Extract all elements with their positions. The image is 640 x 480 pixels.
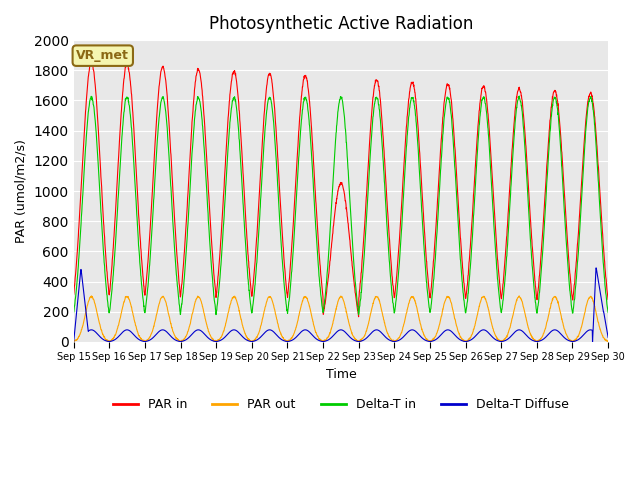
Delta-T Diffuse bbox=[70, 339, 77, 345]
PAR out bbox=[70, 338, 77, 344]
Delta-T Diffuse bbox=[572, 338, 580, 344]
PAR out bbox=[557, 313, 565, 319]
PAR in bbox=[604, 297, 612, 302]
Delta-T in bbox=[219, 231, 227, 237]
PAR out bbox=[177, 339, 184, 345]
PAR in bbox=[88, 59, 95, 64]
Delta-T Diffuse bbox=[604, 335, 612, 340]
PAR out bbox=[219, 330, 227, 336]
PAR in bbox=[356, 277, 364, 283]
Delta-T in bbox=[497, 302, 504, 308]
Delta-T in bbox=[604, 310, 612, 315]
Delta-T in bbox=[557, 156, 565, 162]
Title: Photosynthetic Active Radiation: Photosynthetic Active Radiation bbox=[209, 15, 473, 33]
PAR in bbox=[219, 202, 227, 208]
Delta-T Diffuse bbox=[368, 330, 376, 336]
PAR in bbox=[70, 291, 77, 297]
Y-axis label: PAR (umol/m2/s): PAR (umol/m2/s) bbox=[15, 139, 28, 243]
Legend: PAR in, PAR out, Delta-T in, Delta-T Diffuse: PAR in, PAR out, Delta-T in, Delta-T Dif… bbox=[108, 394, 573, 417]
PAR out bbox=[604, 338, 612, 344]
Line: PAR out: PAR out bbox=[74, 296, 608, 342]
PAR out bbox=[368, 305, 376, 311]
Delta-T in bbox=[515, 93, 523, 99]
X-axis label: Time: Time bbox=[326, 368, 356, 381]
PAR out bbox=[515, 293, 523, 299]
PAR out bbox=[572, 336, 580, 342]
Text: VR_met: VR_met bbox=[76, 49, 129, 62]
PAR in bbox=[497, 290, 504, 296]
Delta-T Diffuse bbox=[219, 336, 227, 342]
Line: PAR in: PAR in bbox=[74, 61, 608, 317]
Delta-T in bbox=[70, 310, 77, 315]
Delta-T Diffuse bbox=[356, 338, 364, 344]
PAR out bbox=[497, 338, 504, 344]
PAR in bbox=[369, 104, 376, 110]
PAR in bbox=[355, 314, 362, 320]
Delta-T Diffuse bbox=[592, 265, 600, 271]
Delta-T in bbox=[368, 127, 376, 133]
PAR in bbox=[572, 260, 580, 265]
Delta-T Diffuse bbox=[557, 331, 564, 337]
Line: Delta-T Diffuse: Delta-T Diffuse bbox=[74, 268, 608, 342]
Delta-T in bbox=[356, 298, 364, 303]
PAR out bbox=[356, 337, 364, 343]
PAR in bbox=[557, 142, 565, 148]
Delta-T in bbox=[212, 312, 220, 317]
Line: Delta-T in: Delta-T in bbox=[74, 96, 608, 314]
Delta-T Diffuse bbox=[496, 338, 504, 344]
Delta-T in bbox=[572, 277, 580, 283]
